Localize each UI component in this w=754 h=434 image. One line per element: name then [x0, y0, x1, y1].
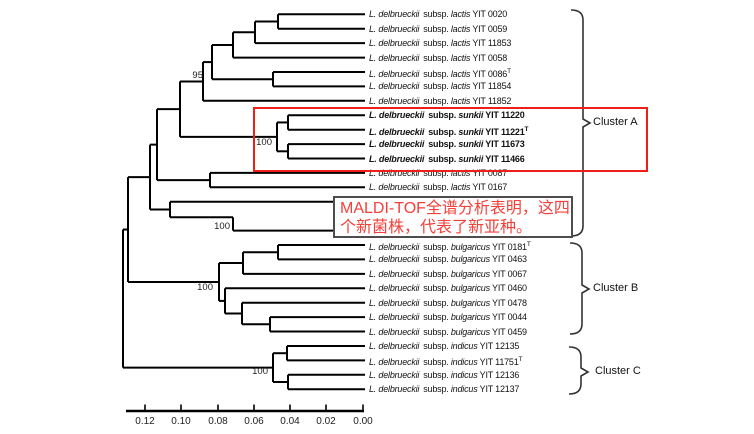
taxon-label: L. delbrueckii subsp. indicus YIT 11751T — [369, 356, 523, 368]
taxon-label: L. delbrueckii subsp. lactis YIT 0086T — [369, 68, 512, 79]
cluster-brace-a — [570, 9, 592, 237]
taxon-label: L. delbrueckii subsp. indicus YIT 12135 — [369, 341, 520, 351]
scale-tick-label: 0.02 — [316, 416, 336, 427]
taxon-label: L. delbrueckii subsp. bulgaricus YIT 0460 — [369, 283, 527, 294]
taxon-label: L. delbrueckii subsp. sunkii YIT 11673 — [369, 139, 525, 150]
scale-tick-label: 0.08 — [208, 416, 228, 427]
taxon-label: L. delbrueckii subsp. bulgaricus YIT 0044 — [369, 312, 527, 323]
taxon-label: L. delbrueckii subsp. lactis YIT 11854 — [369, 81, 512, 92]
bootstrap-value: 100 — [214, 221, 230, 232]
cluster-label: Cluster C — [595, 365, 641, 377]
bootstrap-value: 100 — [252, 366, 268, 377]
annotation-box: MALDI-TOF全谱分析表明，这四 个新菌株，代表了新亚种。 — [333, 196, 573, 238]
taxon-label: L. delbrueckii subsp. indicus YIT 12137 — [369, 384, 520, 395]
taxon-label: L. delbrueckii subsp. lactis YIT 0058 — [369, 52, 508, 63]
taxon-label: L. delbrueckii subsp. bulgaricus YIT 0181… — [369, 241, 531, 252]
taxon-label: L. delbrueckii subsp. lactis YIT 11853 — [369, 38, 512, 49]
taxon-label: L. delbrueckii subsp. bulgaricus YIT 0459 — [369, 326, 527, 337]
taxon-label: L. delbrueckii subsp. indicus YIT 12136 — [369, 369, 520, 380]
taxon-label: L. delbrueckii subsp. lactis YIT 0059 — [369, 23, 508, 34]
annotation-line-1: MALDI-TOF全谱分析表明，这四 — [340, 200, 570, 217]
taxon-label: L. delbrueckii subsp. bulgaricus YIT 0463 — [369, 254, 527, 265]
bootstrap-value: 95 — [192, 70, 203, 81]
annotation-line-2: 个新菌株，代表了新亚种。 — [340, 219, 533, 236]
cluster-brace-b — [569, 242, 591, 335]
bootstrap-value: 100 — [197, 282, 213, 293]
taxon-label: L. delbrueckii subsp. sunkii YIT 11220 — [369, 110, 525, 121]
taxon-label: L. delbrueckii subsp. lactis YIT 0020 — [369, 9, 508, 20]
taxon-label: L. delbrueckii subsp. lactis YIT 0167 — [369, 182, 508, 193]
taxon-label: L. delbrueckii subsp. sunkii YIT 11221T — [369, 125, 529, 137]
scale-tick-label: 0.00 — [353, 416, 373, 427]
taxon-label: L. delbrueckii subsp. bulgaricus YIT 0067 — [369, 268, 527, 279]
scale-tick-label: 0.10 — [171, 416, 191, 427]
cluster-label: Cluster B — [593, 282, 639, 294]
highlight-red-box — [253, 107, 648, 172]
bootstrap-value: 100 — [256, 137, 272, 148]
cluster-label: Cluster A — [593, 116, 638, 128]
scale-tick-label: 0.06 — [244, 416, 264, 427]
taxon-label: L. delbrueckii subsp. lactis YIT 0087 — [369, 167, 508, 178]
taxon-label: L. delbrueckii subsp. bulgaricus YIT 0478 — [369, 297, 527, 308]
scale-tick-label: 0.04 — [280, 416, 300, 427]
taxon-label: L. delbrueckii subsp. lactis YIT 11852 — [369, 95, 512, 106]
cluster-brace-c — [568, 346, 590, 395]
scale-tick-label: 0.12 — [135, 416, 155, 427]
taxon-label: L. delbrueckii subsp. sunkii YIT 11466 — [369, 153, 525, 164]
